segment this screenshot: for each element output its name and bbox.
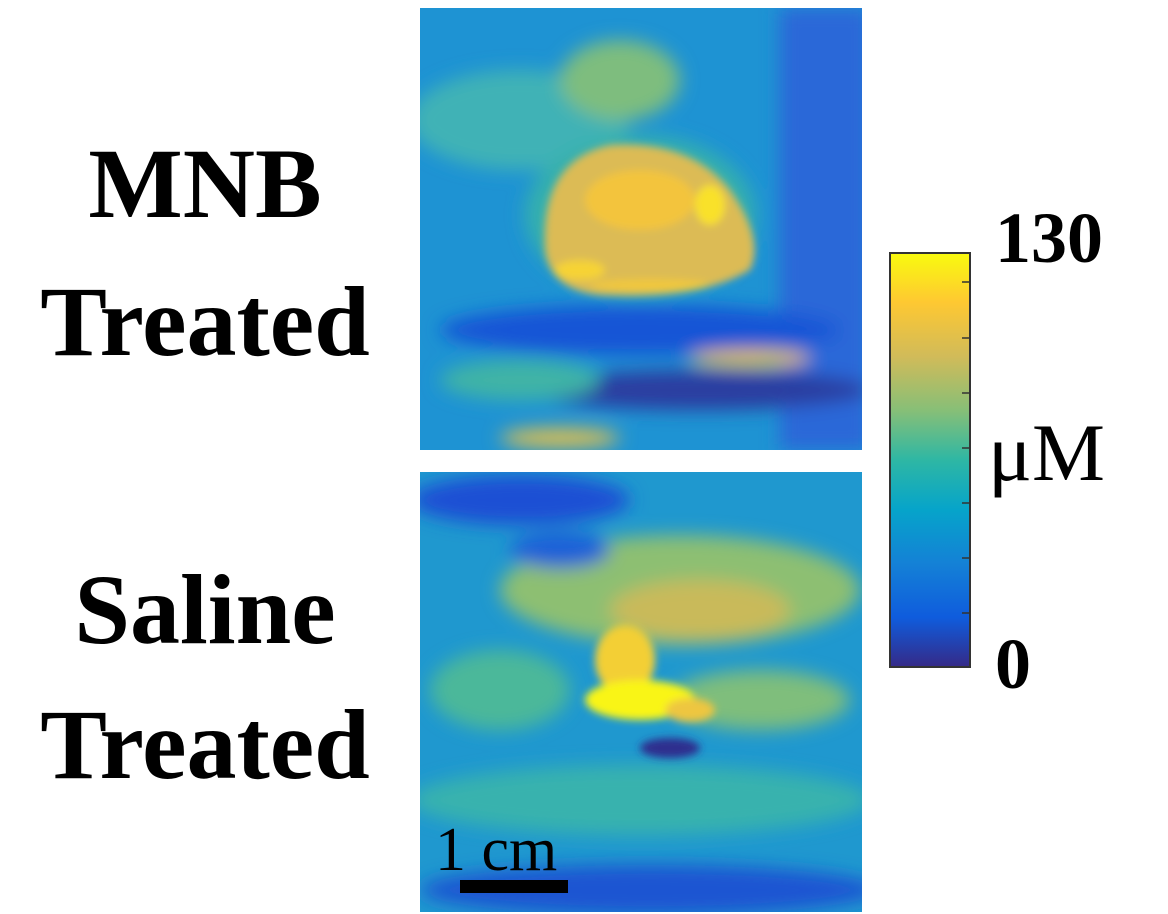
colorbar-min: 0 [995, 624, 1031, 704]
colorbar-ticks [962, 281, 970, 614]
colorbar-unit: μM [988, 407, 1105, 498]
saline-heatmap [420, 472, 862, 912]
mnb-heatmap [420, 8, 862, 450]
panel-label: Treated [40, 689, 370, 800]
panel-label: Saline [74, 554, 335, 665]
colorbar [889, 252, 971, 668]
scale-bar-label: 1 cm [435, 816, 557, 884]
panel-label: Treated [40, 266, 370, 377]
colorbar-max: 130 [995, 198, 1103, 278]
panel-label: MNB [88, 128, 321, 239]
scale-bar [460, 880, 568, 893]
